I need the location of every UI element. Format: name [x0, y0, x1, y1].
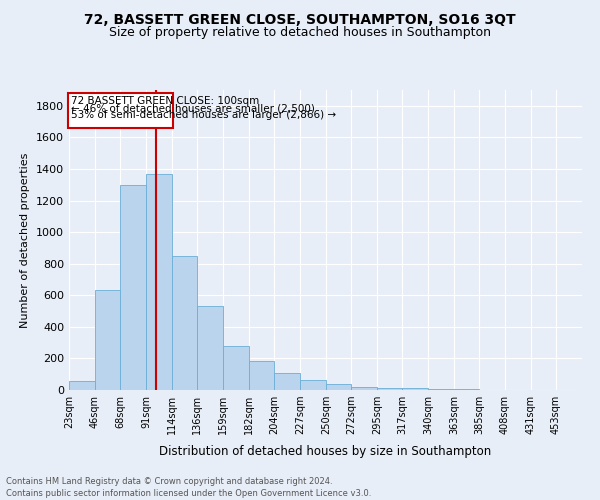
Bar: [326, 384, 351, 390]
Bar: [223, 346, 249, 390]
Bar: [172, 256, 197, 390]
Text: 72 BASSETT GREEN CLOSE: 100sqm: 72 BASSETT GREEN CLOSE: 100sqm: [71, 96, 260, 106]
Bar: [146, 174, 172, 390]
Text: Size of property relative to detached houses in Southampton: Size of property relative to detached ho…: [109, 26, 491, 39]
Bar: [402, 388, 428, 390]
Y-axis label: Number of detached properties: Number of detached properties: [20, 152, 31, 328]
Bar: [249, 361, 274, 390]
Text: Contains HM Land Registry data © Crown copyright and database right 2024.: Contains HM Land Registry data © Crown c…: [6, 478, 332, 486]
Text: ← 46% of detached houses are smaller (2,500): ← 46% of detached houses are smaller (2,…: [71, 104, 315, 114]
Bar: [120, 184, 146, 390]
Bar: [300, 380, 326, 390]
Bar: [377, 388, 402, 390]
Bar: [197, 306, 223, 390]
Bar: [274, 374, 300, 390]
Bar: [95, 290, 120, 390]
Bar: [351, 387, 377, 390]
Bar: [68, 93, 173, 128]
Bar: [69, 380, 95, 390]
Bar: [428, 389, 454, 390]
Text: Contains public sector information licensed under the Open Government Licence v3: Contains public sector information licen…: [6, 489, 371, 498]
Text: 53% of semi-detached houses are larger (2,866) →: 53% of semi-detached houses are larger (…: [71, 110, 337, 120]
X-axis label: Distribution of detached houses by size in Southampton: Distribution of detached houses by size …: [160, 446, 491, 458]
Text: 72, BASSETT GREEN CLOSE, SOUTHAMPTON, SO16 3QT: 72, BASSETT GREEN CLOSE, SOUTHAMPTON, SO…: [84, 12, 516, 26]
